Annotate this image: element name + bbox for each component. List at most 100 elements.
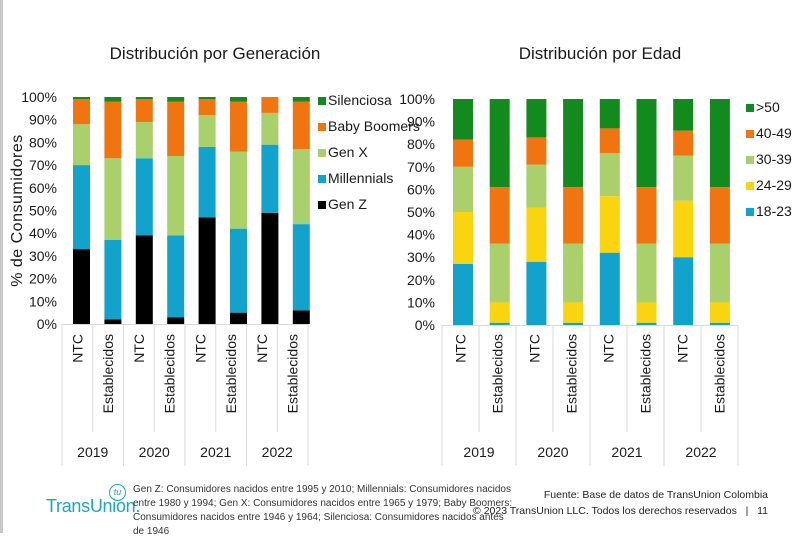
bar-segment-50 <box>599 99 620 129</box>
bar-segment-gen-z <box>73 249 90 324</box>
y-tick-label: 0% <box>37 316 57 332</box>
bar-segment-gen-x <box>261 112 279 145</box>
bar-segment-gen-x <box>104 158 122 241</box>
bar-segment-silenciosa <box>198 97 216 100</box>
bar-segment-24-29 <box>563 302 584 323</box>
bar-segment-50 <box>453 99 473 140</box>
bar-segment-40-49 <box>636 187 657 244</box>
bar-segment-40-49 <box>489 187 510 244</box>
bar-segment-gen-z <box>167 317 185 324</box>
bar-segment-30-39 <box>709 243 730 303</box>
legend-item: Millennials <box>318 170 393 186</box>
year-label: 2021 <box>200 444 231 460</box>
y-tick-label: 40% <box>29 225 57 241</box>
category-label: Establecidos <box>490 334 506 413</box>
bar-segment-50 <box>709 99 730 188</box>
y-axis-label: % de Consumidores <box>9 134 26 287</box>
bar-segment-millennials <box>230 228 247 313</box>
legend-label: Silenciosa <box>328 92 392 108</box>
bar-segment-gen-x <box>230 151 247 229</box>
category-label: NTC <box>453 334 469 363</box>
legend-label: 24-29 <box>756 177 792 193</box>
bar-segment-gen-z <box>292 310 310 324</box>
y-tick-label: 70% <box>407 159 435 175</box>
y-tick-label: 100% <box>399 91 435 107</box>
y-tick-label: 40% <box>407 227 435 243</box>
y-tick-label: 20% <box>29 271 57 287</box>
bar-segment-silenciosa <box>167 97 185 102</box>
bar-segment-24-29 <box>673 200 694 258</box>
bar-segment-30-39 <box>599 153 620 197</box>
category-label: NTC <box>192 334 208 363</box>
bar-segment-gen-z <box>198 217 216 324</box>
bar-segment-50 <box>526 99 547 138</box>
logo-text: TransUnion. <box>46 496 141 516</box>
bar-segment-50 <box>673 99 694 131</box>
y-tick-label: 60% <box>407 181 435 197</box>
bar-segment-baby-boomers <box>198 99 216 116</box>
y-tick-label: 60% <box>29 180 57 196</box>
page-number: 11 <box>757 505 768 517</box>
legend-swatch <box>318 201 326 209</box>
legend-swatch <box>318 149 326 157</box>
bar-segment-gen-z <box>104 319 122 324</box>
bar-segment-18-23 <box>636 322 657 325</box>
legend-item: Baby Boomers <box>318 118 420 134</box>
bar-segment-millennials <box>198 146 216 218</box>
legend-item: 18-23 <box>746 203 792 219</box>
bar-segment-silenciosa <box>230 97 247 102</box>
year-label: 2019 <box>463 444 494 460</box>
bar-segment-millennials <box>73 165 90 250</box>
bar-segment-50 <box>636 99 657 188</box>
y-tick-label: 50% <box>407 204 435 220</box>
category-label: Establecidos <box>638 334 654 413</box>
year-label: 2022 <box>685 444 716 460</box>
bar-segment-silenciosa <box>292 97 310 102</box>
source-text: Fuente: Base de datos de TransUnion Colo… <box>543 489 768 501</box>
legend-swatch <box>746 156 754 164</box>
bar-segment-baby-boomers <box>292 101 310 150</box>
bar-segment-gen-x <box>167 156 185 236</box>
bar-segment-40-49 <box>526 137 547 165</box>
bar-segment-millennials <box>261 144 279 213</box>
y-tick-label: 50% <box>29 203 57 219</box>
bar-segment-30-39 <box>636 243 657 303</box>
bar-segment-18-23 <box>489 322 510 325</box>
bar-segment-baby-boomers <box>104 101 122 159</box>
bar-segment-18-23 <box>599 252 620 325</box>
copyright-line: © 2023 TransUnion LLC. Todos los derecho… <box>473 503 768 519</box>
category-label: NTC <box>527 334 543 363</box>
y-tick-label: 80% <box>407 136 435 152</box>
legend-label: 40-49 <box>756 125 792 141</box>
footer-source-block: Fuente: Base de datos de TransUnion Colo… <box>473 487 768 519</box>
legend-swatch <box>746 104 754 112</box>
y-tick-label: 0% <box>415 317 435 333</box>
category-label: Establecidos <box>162 334 178 413</box>
bar-segment-24-29 <box>599 196 620 253</box>
legend-label: >50 <box>756 99 780 115</box>
legend-label: Baby Boomers <box>328 118 420 134</box>
bar-segment-24-29 <box>526 207 547 262</box>
legend-swatch <box>318 97 326 105</box>
bar-segment-millennials <box>292 224 310 311</box>
bar-segment-silenciosa <box>104 97 122 102</box>
generation-definitions-note: Gen Z: Consumidores nacidos entre 1995 y… <box>133 484 513 537</box>
legend-item: 40-49 <box>746 125 792 141</box>
chart-age: Distribución por Edad 0% 10% 20% 30% 40% 50% 60… <box>399 44 792 466</box>
transunion-logo: TransUnion. tu <box>46 484 140 522</box>
bar-segment-gen-x <box>292 149 310 225</box>
bar-segment-18-23 <box>526 261 547 325</box>
bar-segment-millennials <box>135 158 153 236</box>
bar-segment-40-49 <box>709 187 730 244</box>
bar-segment-baby-boomers <box>73 99 90 125</box>
bar-segment-30-39 <box>673 155 694 201</box>
page-border <box>0 0 3 533</box>
bar-segment-silenciosa <box>73 97 90 100</box>
year-label: 2022 <box>262 444 293 460</box>
bar-segment-40-49 <box>563 187 584 244</box>
legend-label: Gen X <box>328 144 368 160</box>
legend-label: Gen Z <box>328 196 367 212</box>
separator: | <box>745 505 749 517</box>
category-label: NTC <box>675 334 691 363</box>
y-tick-label: 100% <box>21 89 57 105</box>
